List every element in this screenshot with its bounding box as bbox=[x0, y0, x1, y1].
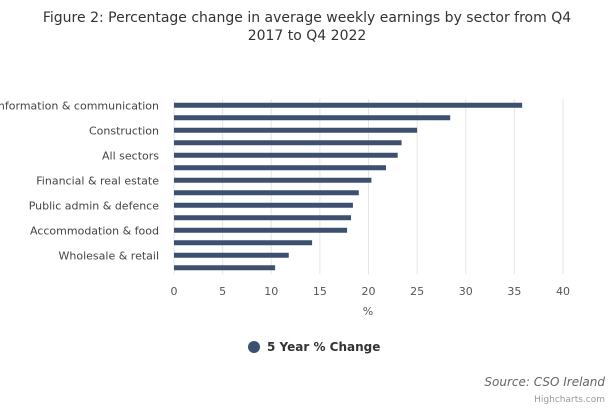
legend-label[interactable]: 5 Year % Change bbox=[267, 340, 380, 354]
bar-series bbox=[174, 102, 523, 271]
x-tick-label: 40 bbox=[556, 285, 570, 298]
bar[interactable] bbox=[174, 252, 289, 258]
x-tick-label: 15 bbox=[313, 285, 327, 298]
x-tick-label: 30 bbox=[459, 285, 473, 298]
x-tick-label: 10 bbox=[264, 285, 278, 298]
bar[interactable] bbox=[174, 115, 451, 121]
bar[interactable] bbox=[174, 265, 276, 271]
category-labels: Information & communication Construction A… bbox=[0, 99, 159, 262]
x-tick-label: 35 bbox=[507, 285, 521, 298]
x-tick-label: 25 bbox=[410, 285, 424, 298]
source-note: Source: CSO Ireland bbox=[484, 375, 605, 389]
bar[interactable] bbox=[174, 152, 398, 158]
category-label: Information & communication bbox=[0, 99, 159, 112]
legend[interactable]: 5 Year % Change bbox=[248, 340, 380, 354]
category-label: Construction bbox=[89, 124, 159, 137]
bar[interactable] bbox=[174, 165, 387, 171]
chart-title-line-2: 2017 to Q4 2022 bbox=[248, 28, 367, 44]
bar[interactable] bbox=[174, 102, 523, 108]
category-label: Public admin & defence bbox=[29, 199, 159, 212]
bar[interactable] bbox=[174, 215, 351, 221]
bar[interactable] bbox=[174, 227, 348, 233]
bar[interactable] bbox=[174, 202, 353, 208]
x-axis-title: % bbox=[363, 305, 373, 318]
bar[interactable] bbox=[174, 190, 359, 196]
category-label: Accommodation & food bbox=[30, 224, 159, 237]
category-label: All sectors bbox=[102, 149, 159, 162]
x-tick-label: 0 bbox=[171, 285, 178, 298]
x-axis-ticks: 0 5 10 15 20 25 30 35 40 bbox=[171, 285, 571, 298]
x-tick-label: 5 bbox=[219, 285, 226, 298]
highcharts-credit[interactable]: Highcharts.com bbox=[534, 395, 605, 405]
legend-marker-icon[interactable] bbox=[248, 341, 260, 353]
category-label: Wholesale & retail bbox=[59, 249, 159, 262]
bar[interactable] bbox=[174, 127, 418, 133]
chart-title-line-1: Figure 2: Percentage change in average w… bbox=[43, 10, 571, 26]
x-tick-label: 20 bbox=[362, 285, 376, 298]
bar[interactable] bbox=[174, 177, 372, 183]
category-label: Financial & real estate bbox=[36, 174, 159, 187]
bar[interactable] bbox=[174, 140, 402, 146]
bar[interactable] bbox=[174, 240, 313, 246]
